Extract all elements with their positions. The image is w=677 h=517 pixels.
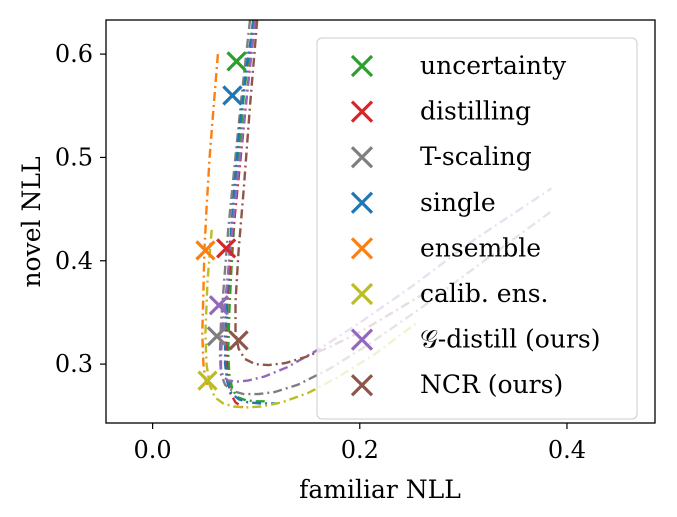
legend-marker-ncr-ours	[350, 374, 374, 397]
legend-label-t-scaling: T-scaling	[420, 142, 532, 171]
legend-label-uncertainty: uncertainty	[420, 51, 567, 80]
marker-distill-ours	[208, 295, 230, 316]
marker-calib-ens	[197, 370, 218, 391]
x-axis-label: familiar NLL	[299, 475, 461, 504]
marker-distilling	[216, 238, 237, 259]
legend: uncertainty distilling T-scaling single ense…	[316, 37, 638, 420]
legend-label-single: single	[420, 188, 496, 217]
marker-ensemble	[195, 240, 216, 261]
legend-marker-single	[350, 191, 374, 214]
legend-marker-ensemble	[350, 237, 374, 260]
series-markers	[195, 51, 249, 391]
y-tick-label: 0.5	[55, 143, 93, 171]
marker-t-scaling	[206, 326, 227, 347]
curve-single	[223, 20, 277, 405]
plot-frame	[105, 19, 656, 424]
x-tick-label: 0.2	[341, 436, 379, 464]
y-axis: 0.3 0.4 0.5 0.6	[55, 40, 106, 378]
y-tick-label: 0.6	[55, 40, 93, 68]
marker-uncertainty	[226, 51, 247, 72]
y-tick-label: 0.3	[55, 350, 93, 378]
x-tick-label: 0.4	[548, 436, 586, 464]
y-tick-label: 0.4	[55, 247, 93, 275]
legend-label-distill-ours: 𝒢-distill (ours)	[420, 325, 601, 354]
legend-label-calib-ens: calib. ens.	[420, 279, 548, 308]
legend-marker-distill-ours	[350, 328, 374, 351]
legend-marker-uncertainty	[350, 54, 374, 78]
legend-box	[316, 37, 638, 420]
y-axis-label: novel NLL	[17, 156, 46, 287]
marker-single	[222, 85, 243, 106]
marker-ncr-ours	[228, 330, 249, 351]
legend-label-distilling: distilling	[420, 97, 531, 126]
curve-ensemble	[201, 54, 220, 386]
x-axis: 0.0 0.2 0.4	[134, 423, 586, 464]
legend-marker-distilling	[350, 100, 374, 123]
legend-marker-t-scaling	[350, 146, 374, 169]
legend-label-ncr-ours: NCR (ours)	[420, 370, 563, 399]
legend-label-ensemble: ensemble	[420, 233, 541, 262]
legend-marker-calib-ens	[350, 282, 374, 306]
curve-ncr-ours	[234, 20, 431, 367]
curve-distill-ours	[219, 20, 553, 383]
x-tick-label: 0.0	[134, 436, 172, 464]
